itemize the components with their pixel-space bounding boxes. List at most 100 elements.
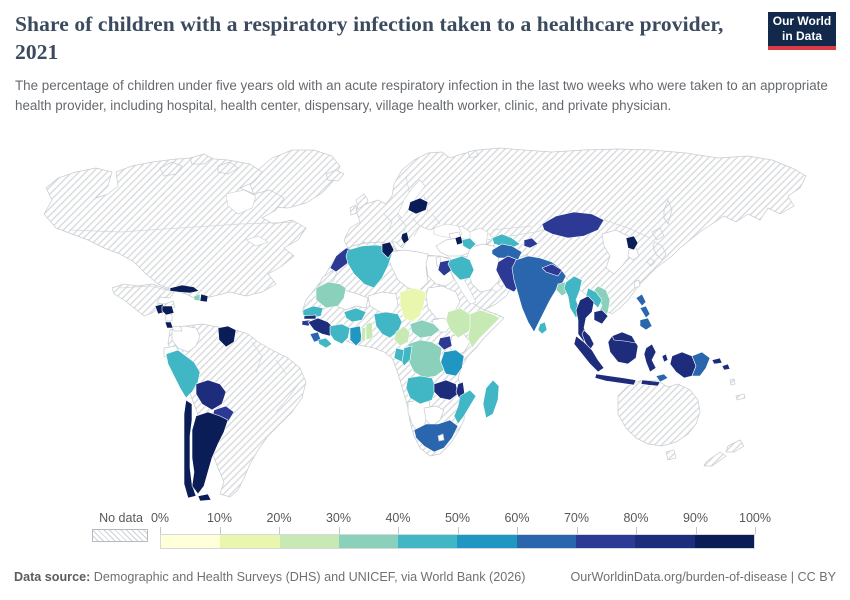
country-argentina[interactable]	[191, 411, 229, 495]
legend-tick-label-20%: 20%	[266, 511, 292, 525]
country-botswana	[423, 405, 445, 427]
owid-logo[interactable]: Our World in Data	[768, 12, 836, 50]
arctic-island-3	[217, 161, 239, 175]
country-mongolia[interactable]	[541, 211, 605, 239]
country-costa-rica[interactable]	[164, 321, 174, 329]
country-papua-new-guinea[interactable]	[691, 351, 711, 377]
country-honduras[interactable]	[161, 305, 175, 316]
country-bolivia[interactable]	[195, 379, 227, 411]
country-cameroon[interactable]	[393, 325, 411, 347]
landmass-tasmania	[665, 449, 677, 461]
country-cuba[interactable]	[169, 284, 200, 294]
country-senegal[interactable]	[302, 305, 324, 319]
landmass-iceland	[325, 169, 345, 182]
legend-bin-10-20%[interactable]	[220, 535, 280, 548]
legend-bin-80-90%[interactable]	[635, 535, 695, 548]
legend-bin-0-10%[interactable]	[161, 535, 221, 548]
legend-bin-40-50%[interactable]	[398, 535, 458, 548]
legend-tick-mark	[755, 527, 756, 534]
legend-bin-50-60%[interactable]	[457, 535, 517, 548]
country-guinea-bissau[interactable]	[301, 319, 311, 327]
legend-bin-90-100%[interactable]	[694, 535, 754, 548]
country-albania[interactable]	[400, 231, 410, 245]
country-mozambique[interactable]	[453, 389, 477, 425]
country-sri-lanka[interactable]	[537, 321, 548, 335]
country-philippines-visayas[interactable]	[639, 305, 651, 319]
footer-source-text: Demographic and Health Surveys (DHS) and…	[90, 570, 526, 584]
country-malaysia-borneo[interactable]	[611, 331, 637, 344]
country-south-africa[interactable]	[413, 419, 459, 453]
country-solomon-1[interactable]	[711, 357, 723, 365]
country-dominican-republic[interactable]	[199, 293, 209, 303]
country-chile[interactable]	[183, 399, 197, 499]
country-peru[interactable]	[165, 349, 201, 399]
country-liberia[interactable]	[317, 337, 333, 349]
country-indonesia-java[interactable]	[594, 373, 637, 386]
country-mauritania[interactable]	[315, 281, 347, 309]
legend-no-data[interactable]: No data	[92, 511, 150, 542]
chart-subtitle: The percentage of children under five ye…	[15, 77, 828, 113]
country-gambia[interactable]	[303, 314, 317, 320]
country-indonesia-sumatra[interactable]	[573, 335, 605, 373]
country-guyana[interactable]	[217, 325, 237, 348]
country-togo[interactable]	[360, 326, 367, 343]
legend-bin-20-30%[interactable]	[279, 535, 339, 548]
legend-tick-mark	[517, 527, 518, 534]
footer-link[interactable]: OurWorldinData.org/burden-of-disease | C…	[570, 570, 836, 584]
landmass-south-america	[167, 323, 307, 498]
country-somalia[interactable]	[467, 309, 501, 349]
country-niger	[367, 291, 399, 315]
country-central-african-republic[interactable]	[409, 319, 441, 339]
country-uganda[interactable]	[437, 335, 453, 351]
country-timor-leste[interactable]	[655, 373, 669, 383]
country-tajikistan[interactable]	[523, 237, 539, 249]
country-lesotho[interactable]	[437, 433, 445, 442]
country-indonesia-lesser-sunda[interactable]	[640, 379, 661, 387]
country-cote-divoire[interactable]	[329, 323, 351, 345]
legend-tick-label-70%: 70%	[563, 511, 590, 525]
landmass-sakhalin	[663, 199, 673, 225]
landmass-svalbard	[467, 149, 479, 159]
country-philippines-luzon[interactable]	[635, 293, 647, 307]
country-angola[interactable]	[405, 375, 437, 405]
country-panama	[171, 325, 183, 332]
country-turkmenistan[interactable]	[491, 233, 521, 249]
country-indonesia-sulawesi[interactable]	[643, 343, 657, 373]
country-zambia[interactable]	[433, 379, 459, 401]
country-north-korea[interactable]	[625, 235, 639, 251]
country-cambodia[interactable]	[593, 309, 609, 325]
legend-bin-60-70%[interactable]	[516, 535, 577, 548]
country-algeria[interactable]	[345, 244, 393, 289]
country-dr-congo[interactable]	[407, 339, 445, 379]
country-indonesia-maluku[interactable]	[661, 353, 669, 363]
country-madagascar[interactable]	[482, 379, 500, 419]
legend-color-bar[interactable]	[160, 534, 755, 549]
baltic-sea	[397, 179, 426, 219]
legend-no-data-swatch[interactable]	[92, 529, 148, 542]
legend-bin-70-80%[interactable]	[576, 535, 636, 548]
country-benin[interactable]	[365, 321, 374, 341]
country-ethiopia[interactable]	[445, 307, 477, 339]
country-tierra-del-fuego[interactable]	[197, 493, 212, 502]
country-iraq[interactable]	[447, 255, 475, 281]
country-laos[interactable]	[585, 287, 603, 309]
chart-footer: Data source: Demographic and Health Surv…	[14, 570, 836, 584]
country-tunisia[interactable]	[381, 241, 395, 259]
country-gabon[interactable]	[393, 347, 405, 363]
country-belarus[interactable]	[407, 197, 429, 215]
country-burkina-faso[interactable]	[343, 307, 367, 323]
country-india[interactable]	[511, 255, 567, 333]
country-azerbaijan[interactable]	[461, 237, 477, 251]
country-solomon-2[interactable]	[721, 363, 731, 371]
legend-tick-label-60%: 60%	[504, 511, 530, 525]
country-ghana[interactable]	[349, 325, 363, 347]
legend-tick-label-0%: 0%	[150, 511, 170, 525]
legend-tick-mark	[695, 527, 697, 534]
country-nepal[interactable]	[541, 263, 563, 277]
country-chad[interactable]	[399, 287, 427, 323]
legend-bin-30-40%[interactable]	[338, 535, 399, 548]
country-philippines-mindanao[interactable]	[639, 317, 653, 331]
country-taiwan	[633, 279, 641, 289]
